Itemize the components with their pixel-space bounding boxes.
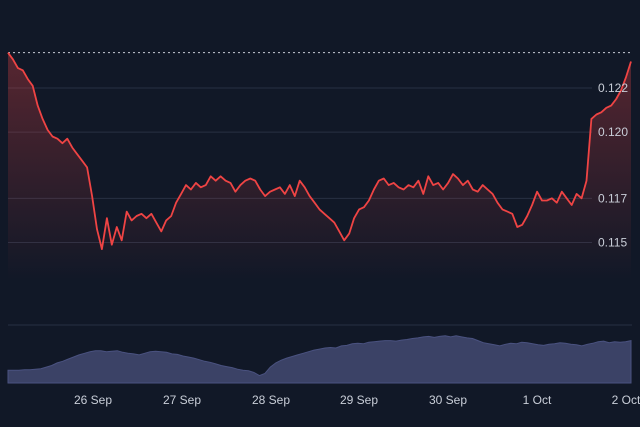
y-tick-label: 0.120	[598, 125, 628, 139]
x-tick-label: 2 Oct	[612, 393, 640, 407]
volume-area	[7, 335, 632, 384]
price-area-fill	[8, 52, 631, 281]
y-tick-label: 0.115	[598, 235, 627, 249]
x-tick-label: 27 Sep	[163, 393, 201, 407]
volume-fill	[7, 335, 632, 384]
y-tick-label: 0.122	[598, 81, 628, 95]
x-tick-label: 28 Sep	[252, 393, 290, 407]
x-tick-label: 26 Sep	[74, 393, 112, 407]
x-tick-label: 29 Sep	[340, 393, 378, 407]
x-tick-label: 30 Sep	[429, 393, 467, 407]
x-axis-ticks: 26 Sep 27 Sep 28 Sep 29 Sep 30 Sep 1 Oct 2 Oct	[74, 393, 640, 407]
y-axis-ticks: 0.115 0.117 0.120 0.122	[598, 81, 628, 250]
y-tick-label: 0.117	[598, 191, 627, 205]
price-line	[7, 52, 632, 250]
x-tick-label: 1 Oct	[523, 393, 552, 407]
price-series	[7, 52, 632, 281]
